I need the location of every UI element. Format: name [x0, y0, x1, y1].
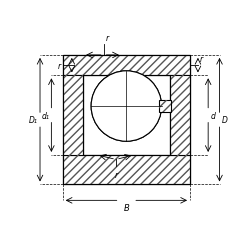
Bar	[63, 56, 189, 76]
Bar	[169, 76, 189, 155]
Bar	[63, 155, 189, 185]
Bar	[83, 76, 169, 155]
Text: r: r	[105, 34, 109, 43]
Text: r: r	[114, 170, 117, 179]
Bar	[63, 76, 83, 155]
Text: B: B	[123, 203, 129, 212]
Text: D₁: D₁	[29, 116, 38, 125]
Text: d: d	[210, 111, 214, 120]
Circle shape	[91, 71, 161, 142]
Text: D: D	[221, 116, 227, 125]
Bar	[63, 56, 189, 185]
Text: d₁: d₁	[41, 111, 49, 120]
Bar	[63, 56, 189, 76]
Bar	[159, 101, 170, 112]
Bar	[169, 76, 189, 155]
Bar	[63, 76, 83, 155]
Text: r: r	[199, 55, 202, 64]
Bar	[63, 56, 189, 185]
Text: r: r	[57, 61, 60, 70]
Bar	[63, 56, 189, 185]
Bar	[83, 76, 169, 155]
Bar	[63, 155, 189, 185]
Circle shape	[91, 71, 161, 142]
Bar	[159, 101, 170, 112]
